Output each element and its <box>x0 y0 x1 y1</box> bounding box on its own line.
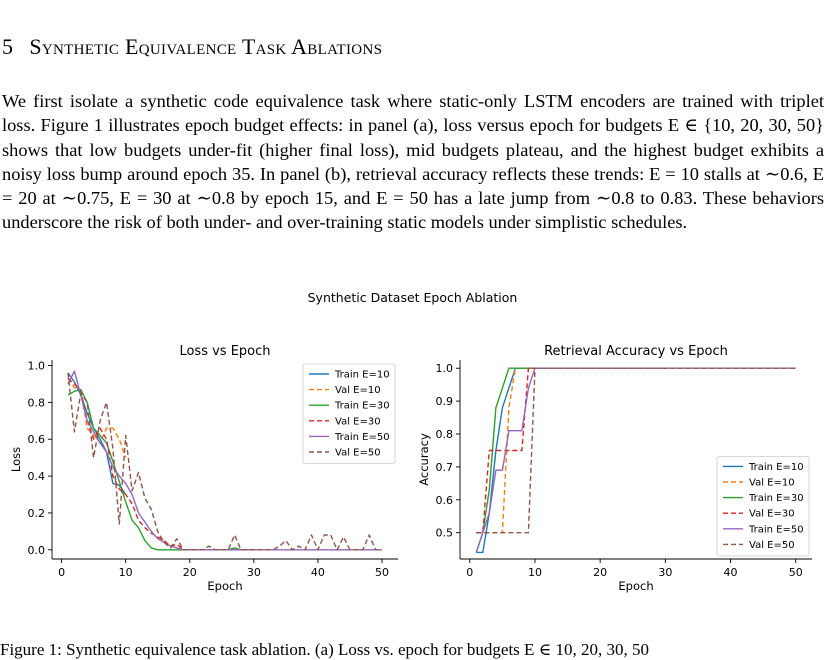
x-tick-label: 10 <box>119 566 133 579</box>
series-line-4 <box>67 377 254 551</box>
legend-entry: Val E=50 <box>335 448 381 459</box>
legend-entry: Val E=30 <box>749 509 795 520</box>
legend-entry: Val E=10 <box>749 478 795 489</box>
series-line-3 <box>67 388 254 551</box>
series-line-4 <box>476 367 666 534</box>
x-tick-label: 30 <box>658 566 672 579</box>
y-tick-label: 1.0 <box>28 360 46 373</box>
x-tick-label: 0 <box>58 566 65 579</box>
x-tick-label: 50 <box>375 566 389 579</box>
y-tick-label: 0.6 <box>28 433 46 446</box>
chart-legend: Train E=10 Val E=10 Train E=30 Val E=30 Trai… <box>302 363 396 464</box>
section-number: 5 <box>2 34 14 59</box>
x-tick-label: 0 <box>466 566 473 579</box>
x-tick-label: 10 <box>528 566 542 579</box>
x-tick-label: 20 <box>593 566 607 579</box>
y-tick-label: 0.4 <box>28 470 46 483</box>
y-tick-label: 0.2 <box>28 507 46 520</box>
legend-entry: Train E=10 <box>748 462 804 473</box>
legend-entry: Train E=30 <box>748 493 804 504</box>
y-tick-label: 1.0 <box>436 362 454 375</box>
loss-chart: Loss vs Epoch 0 10 20 30 40 50 0.0 0.2 0.4 0.6 0.8 1… <box>9 344 398 593</box>
legend-entry: Val E=10 <box>335 385 381 396</box>
y-axis-label: Accuracy <box>417 433 431 486</box>
y-tick-label: 0.0 <box>28 544 46 557</box>
figure-caption: Figure 1: Synthetic equivalence task abl… <box>0 640 650 659</box>
figure-title: Synthetic Dataset Epoch Ablation <box>307 290 518 305</box>
y-tick-label: 0.7 <box>436 461 454 474</box>
chart-title: Retrieval Accuracy vs Epoch <box>544 344 728 359</box>
chart-legend: Train E=10 Val E=10 Train E=30 Val E=30 Trai… <box>716 456 810 557</box>
section-title: Synthetic Equivalence Task Ablations <box>29 34 383 59</box>
x-axis-label: Epoch <box>207 579 242 593</box>
series-line-6 <box>476 367 796 534</box>
legend-entry: Train E=10 <box>334 370 390 381</box>
x-axis-label: Epoch <box>618 579 653 593</box>
legend-entry: Train E=30 <box>334 401 390 412</box>
section-heading: 5 Synthetic Equivalence Task Ablations <box>2 34 382 60</box>
x-tick-label: 20 <box>183 566 197 579</box>
legend-box <box>302 363 396 464</box>
x-tick-label: 30 <box>247 566 261 579</box>
legend-entry: Train E=50 <box>748 524 804 535</box>
legend-box <box>716 456 810 557</box>
y-tick-label: 0.6 <box>436 494 454 507</box>
x-tick-label: 50 <box>789 566 803 579</box>
legend-entry: Val E=30 <box>335 416 381 427</box>
y-tick-label: 0.8 <box>28 396 46 409</box>
y-tick-label: 0.5 <box>436 527 454 540</box>
series-line-6 <box>67 372 382 551</box>
x-tick-label: 40 <box>724 566 738 579</box>
legend-entry: Val E=50 <box>749 540 795 551</box>
body-paragraph: We first isolate a synthetic code equiva… <box>2 91 824 233</box>
accuracy-chart: Retrieval Accuracy vs Epoch 0 10 20 30 40 50 0.… <box>417 344 812 593</box>
y-axis-label: Loss <box>9 447 23 472</box>
y-tick-label: 0.9 <box>436 395 454 408</box>
y-tick-label: 0.8 <box>436 428 454 441</box>
series-line-2 <box>67 378 127 458</box>
legend-entry: Train E=50 <box>334 432 390 443</box>
chart-title: Loss vs Epoch <box>179 344 270 359</box>
x-tick-label: 40 <box>311 566 325 579</box>
